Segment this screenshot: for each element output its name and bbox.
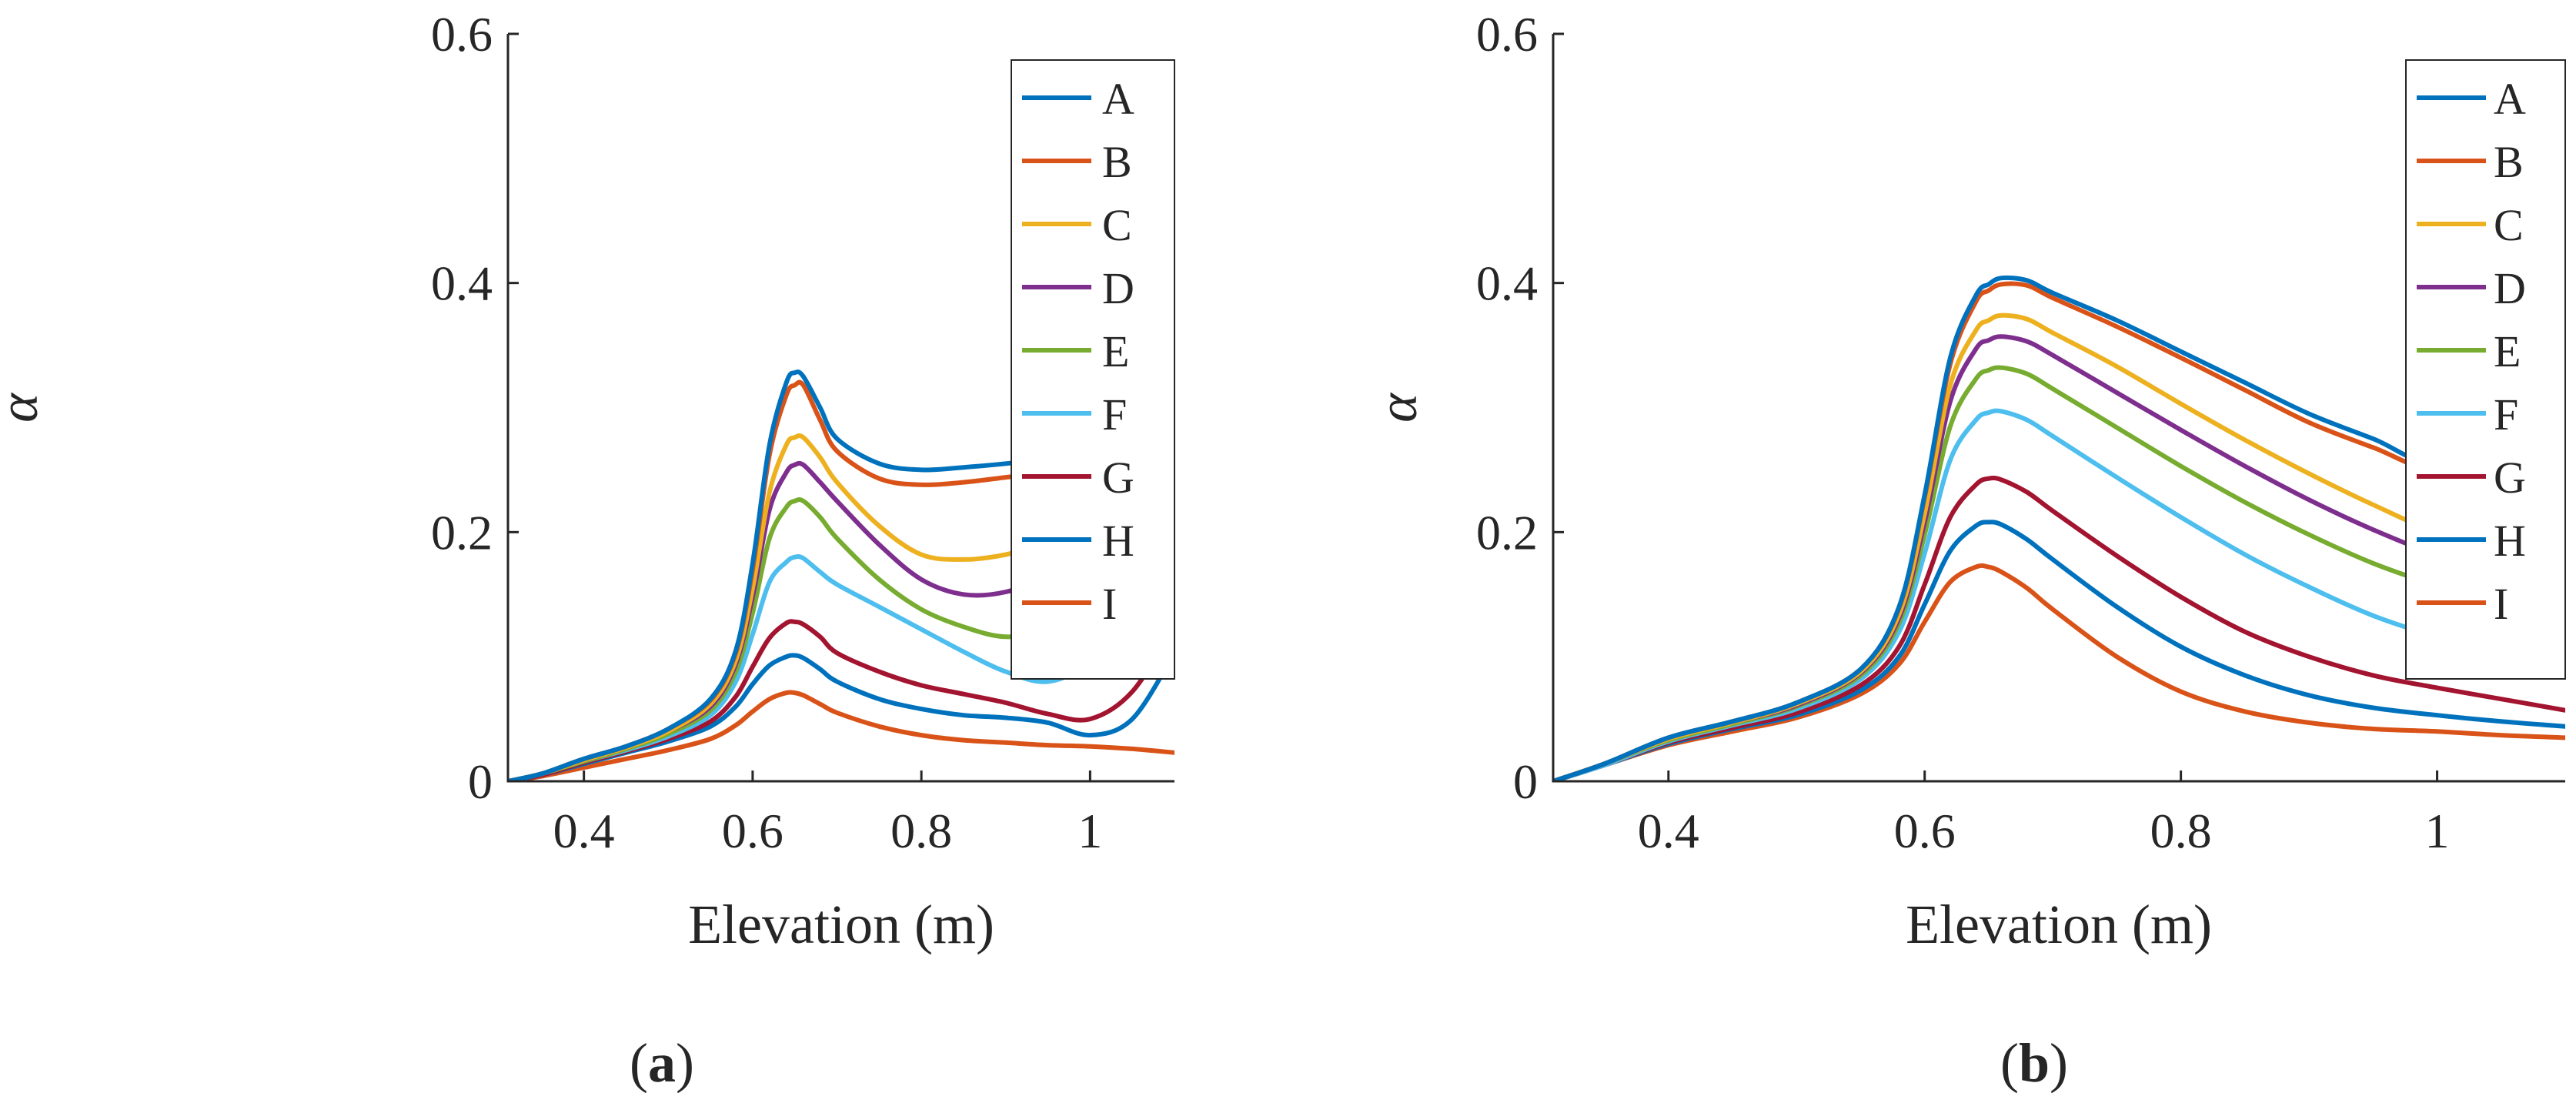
x-tick-label: 0.8 (2150, 804, 2212, 858)
legend-label-g: G (2494, 453, 2526, 503)
x-axis-label: Elevation (m) (688, 894, 994, 955)
x-tick-label: 0.4 (553, 804, 615, 858)
tick-labels: 0.4 0.6 0.8 1 0 0.2 0.4 0.6 (1476, 7, 2450, 858)
legend-box (2405, 59, 2566, 680)
legend-label-e: E (2494, 326, 2521, 376)
legend-label-d: D (1102, 263, 1134, 313)
x-tick-label: 1 (1078, 804, 1102, 858)
series-layer (1553, 275, 2565, 781)
series-line-i (1553, 563, 2565, 781)
legend-label-c: C (1102, 200, 1132, 250)
y-tick-label: 0.6 (1476, 7, 1538, 62)
legend-label-b: B (2494, 137, 2524, 187)
series-line-g (1553, 476, 2565, 781)
y-tick-label: 0 (468, 754, 493, 809)
legend-label-a: A (1102, 74, 1134, 124)
caption-a: (a) (630, 1032, 694, 1093)
x-tick-label: 0.6 (722, 804, 783, 858)
y-axis-label: α (1367, 393, 1428, 423)
x-tick-label: 1 (2425, 804, 2450, 858)
y-tick-label: 0.4 (1476, 256, 1538, 311)
legend-label-c: C (2494, 200, 2524, 250)
series-layer (508, 369, 1174, 781)
y-tick-label: 0.4 (431, 256, 493, 311)
tick-labels: 0.4 0.6 0.8 1 0 0.2 0.4 0.6 (431, 7, 1102, 858)
y-tick-label: 0.2 (1476, 505, 1538, 560)
legend-label-i: I (2494, 579, 2508, 629)
plot-area (1553, 34, 2565, 781)
x-tick-label: 0.8 (890, 804, 952, 858)
tick-marks (508, 32, 1091, 783)
y-tick-label: 0.6 (431, 7, 493, 62)
axis-lines (1552, 34, 2565, 783)
legend-label-i: I (1102, 579, 1117, 629)
x-axis-label: Elevation (m) (1906, 894, 2212, 955)
legend-label-h: H (2494, 516, 2526, 566)
chart-panel-a: 0.4 0.6 0.8 1 0 0.2 0.4 0.6 Elevation (m) α ABC… (0, 7, 1175, 955)
legend-label-f: F (2494, 389, 2518, 440)
legend-label-f: F (1102, 389, 1127, 440)
series-line-a (1553, 275, 2565, 781)
y-tick-label: 0.2 (431, 505, 493, 560)
axis-lines (506, 34, 1174, 783)
series-line-i (508, 690, 1174, 781)
y-axis-label: α (0, 393, 49, 423)
legend-label-e: E (1102, 326, 1129, 376)
y-tick-label: 0 (1513, 754, 1538, 809)
legend-label-g: G (1102, 453, 1134, 503)
caption-b: (b) (2000, 1032, 2068, 1093)
chart-panel-b: 0.4 0.6 0.8 1 0 0.2 0.4 0.6 Elevation (m) α ABC… (1367, 7, 2566, 955)
legend-label-h: H (1102, 516, 1134, 566)
x-tick-label: 0.6 (1894, 804, 1956, 858)
legend-label-a: A (2494, 74, 2526, 124)
x-tick-label: 0.4 (1638, 804, 1699, 858)
legend-label-d: D (2494, 263, 2526, 313)
legend-box (1011, 59, 1175, 680)
legend-label-b: B (1102, 137, 1132, 187)
